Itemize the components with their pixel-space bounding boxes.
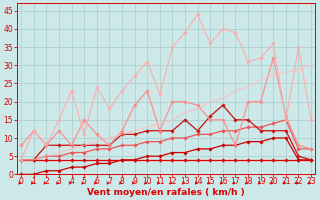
- X-axis label: Vent moyen/en rafales ( km/h ): Vent moyen/en rafales ( km/h ): [87, 188, 245, 197]
